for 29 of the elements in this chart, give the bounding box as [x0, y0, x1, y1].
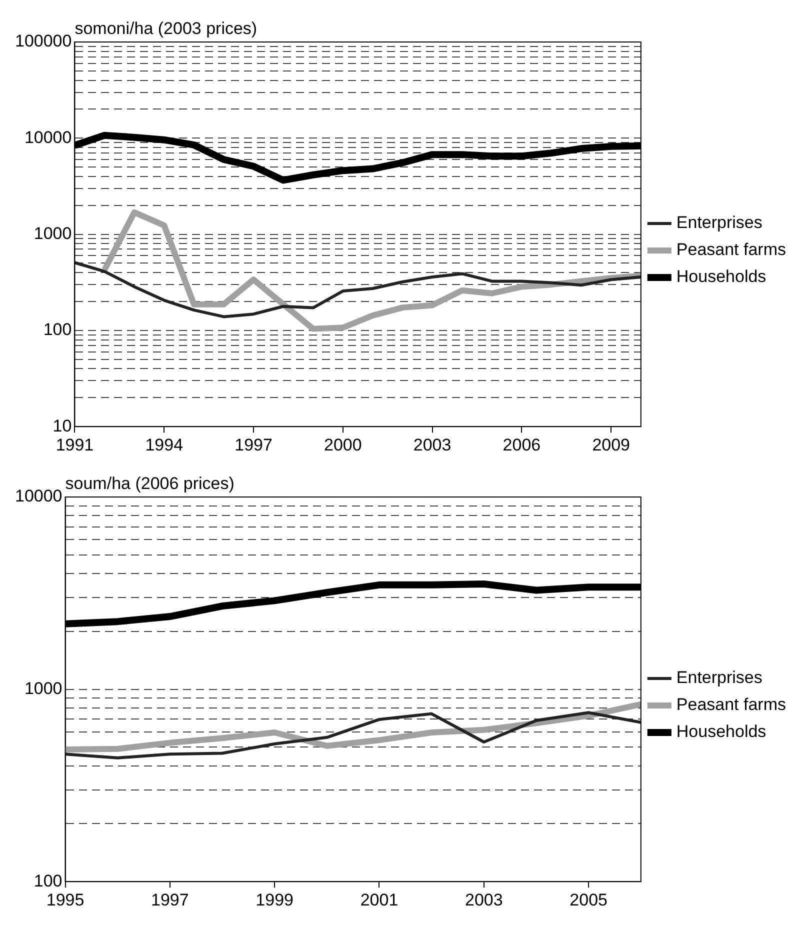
- x-tick-label: 1994: [145, 435, 184, 454]
- x-tick-label: 2000: [324, 435, 362, 454]
- x-tick-label: 2009: [592, 435, 630, 454]
- x-tick-label: 1997: [151, 890, 189, 910]
- y-tick-label: 100000: [14, 32, 72, 51]
- x-tick-label: 1995: [46, 890, 84, 910]
- y-tick-label: 1000: [34, 224, 72, 243]
- x-tick-label: 1991: [56, 435, 94, 454]
- legend-label: Peasant farms: [676, 240, 786, 260]
- legend-label: Peasant farms: [676, 695, 786, 714]
- x-tick-label: 2001: [360, 890, 398, 910]
- legend-label: Households: [676, 722, 766, 742]
- y-tick-label: 100: [34, 871, 62, 890]
- y-tick-label: 100: [43, 320, 72, 340]
- x-tick-label: 2005: [570, 890, 608, 910]
- legend-label: Households: [676, 267, 766, 286]
- y-tick-label: 10: [52, 416, 72, 436]
- y-tick-label: 10000: [14, 486, 62, 506]
- y-tick-label: 1000: [24, 678, 62, 698]
- y-axis-title: somoni/ha (2003 prices): [74, 19, 258, 38]
- legend-label: Enterprises: [676, 213, 762, 232]
- legend-label: Enterprises: [676, 668, 762, 688]
- x-tick-label: 2003: [413, 435, 452, 454]
- y-tick-label: 10000: [24, 128, 72, 147]
- x-tick-label: 2006: [502, 435, 541, 454]
- y-axis-title: soum/ha (2006 prices): [65, 474, 234, 494]
- x-tick-label: 1997: [234, 435, 272, 454]
- x-tick-label: 1999: [256, 890, 294, 910]
- x-tick-label: 2003: [464, 890, 503, 910]
